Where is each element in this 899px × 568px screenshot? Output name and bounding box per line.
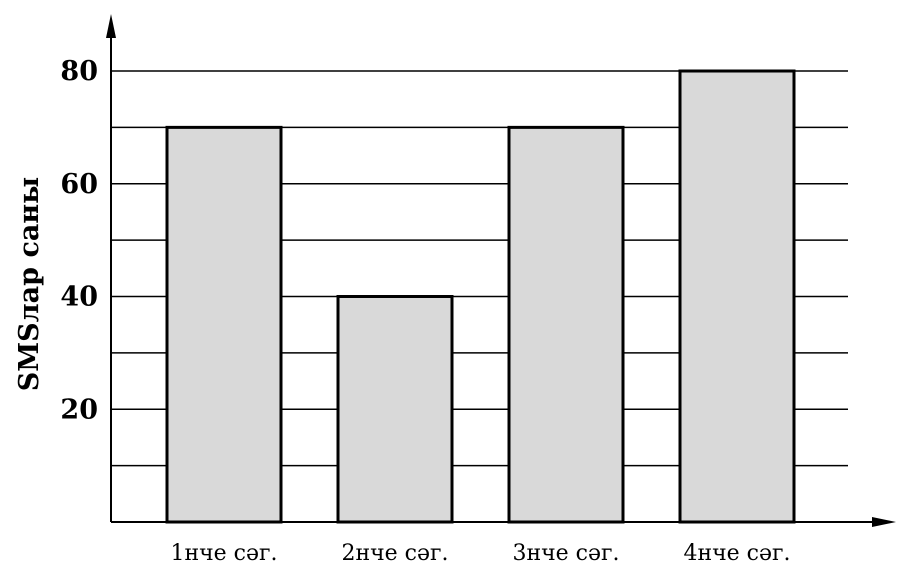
bar-3	[507, 125, 625, 524]
x-tick-label: 3нче сәг.	[512, 541, 619, 566]
y-axis-arrowhead	[106, 14, 116, 38]
bars	[165, 69, 796, 524]
y-tick-label: 20	[60, 394, 98, 425]
x-tick-label: 2нче сәг.	[341, 541, 448, 566]
y-axis-title: SMSлар саны	[14, 177, 45, 391]
bar-4	[678, 69, 796, 524]
x-tick-labels: 1нче сәг. 2нче сәг. 3нче сәг. 4нче сәг.	[170, 541, 790, 566]
x-tick-label: 1нче сәг.	[170, 541, 277, 566]
x-tick-label: 4нче сәг.	[683, 541, 790, 566]
bar-1	[165, 125, 283, 524]
y-tick-label: 80	[60, 56, 98, 87]
y-tick-label: 40	[60, 282, 98, 313]
x-axis-arrowhead	[872, 517, 896, 527]
bar-2	[336, 295, 454, 524]
axes	[106, 14, 896, 527]
y-tick-label: 60	[60, 169, 98, 200]
y-tick-labels: 20 40 60 80	[60, 56, 98, 425]
